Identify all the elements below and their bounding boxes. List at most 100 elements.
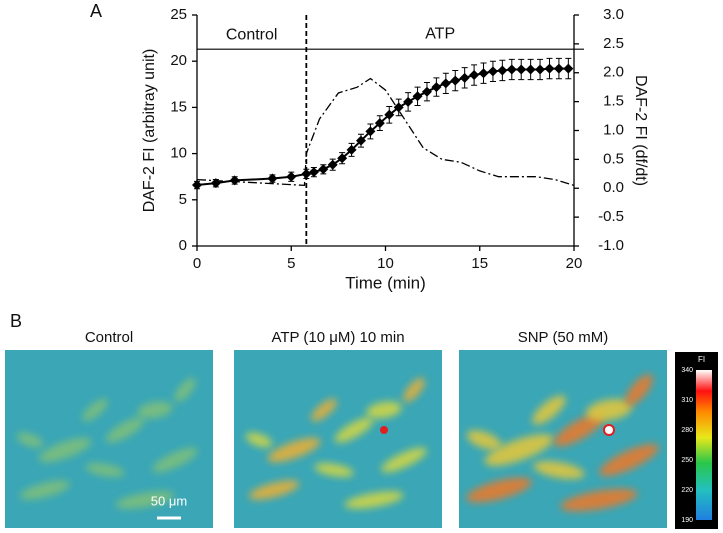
series-line bbox=[196, 67, 569, 187]
data-point bbox=[308, 167, 319, 178]
data-point bbox=[469, 70, 480, 81]
y2-tick-label: 0.5 bbox=[603, 150, 624, 167]
cell bbox=[381, 447, 427, 473]
data-point bbox=[403, 96, 414, 107]
cell bbox=[174, 377, 196, 403]
image-title: ATP (10 μM) 10 min bbox=[271, 329, 404, 346]
cell bbox=[82, 398, 108, 422]
data-point bbox=[337, 153, 348, 164]
x-tick-label: 15 bbox=[471, 255, 488, 272]
colorbar-tick-label: 280 bbox=[681, 427, 693, 434]
data-point bbox=[346, 144, 357, 155]
image-title: SNP (50 mM) bbox=[518, 329, 609, 346]
y2-tick-label: 2.0 bbox=[603, 64, 624, 81]
y-tick-label: 15 bbox=[170, 98, 187, 115]
y2-tick-label: 1.5 bbox=[603, 93, 624, 110]
cell bbox=[466, 430, 502, 450]
cell bbox=[344, 491, 404, 509]
x-tick-label: 5 bbox=[287, 255, 295, 272]
y-axis-label: DAF-2 FI (arbitray unit) bbox=[141, 49, 158, 213]
series-line bbox=[196, 77, 575, 187]
cell bbox=[311, 398, 337, 422]
data-point bbox=[544, 63, 555, 74]
y2-axis-label: DAF-2 FI (df/dt) bbox=[632, 75, 649, 186]
y-tick-label: 10 bbox=[170, 145, 187, 162]
data-point bbox=[450, 75, 461, 86]
data-point bbox=[393, 102, 404, 113]
cell bbox=[152, 447, 198, 473]
scale-bar-label: 50 μm bbox=[151, 493, 187, 508]
data-point bbox=[267, 173, 278, 184]
colorbar bbox=[696, 370, 712, 520]
data-point bbox=[384, 109, 395, 120]
colorbar-tick-label: 340 bbox=[681, 367, 693, 374]
period-label: ATP bbox=[425, 25, 455, 42]
data-point bbox=[535, 64, 546, 75]
data-point bbox=[374, 118, 385, 129]
y2-tick-label: -1.0 bbox=[598, 237, 624, 254]
cell bbox=[19, 480, 71, 500]
data-point bbox=[301, 168, 312, 179]
data-point bbox=[563, 63, 574, 74]
cell bbox=[532, 395, 566, 425]
cell bbox=[334, 417, 374, 443]
hotspot bbox=[603, 424, 615, 436]
y-tick-label: 5 bbox=[179, 191, 187, 208]
x-tick-label: 0 bbox=[193, 255, 201, 272]
data-point bbox=[506, 64, 517, 75]
data-point bbox=[487, 66, 498, 77]
cell bbox=[314, 463, 354, 477]
plot: 0 5 10 15 20 0 5 10 15 20 25 3.0 2.5 2.0 1.5 1.0 0.5 0.0 -… bbox=[141, 6, 649, 293]
colorbar-tick-label: 310 bbox=[681, 397, 693, 404]
cell bbox=[553, 413, 605, 447]
y2-tick-label: 1.0 bbox=[603, 121, 624, 138]
y-tick-label: 20 bbox=[170, 52, 187, 69]
cell bbox=[38, 437, 92, 463]
y-tick-label: 25 bbox=[170, 6, 187, 23]
cell bbox=[599, 443, 659, 477]
colorbar-tick-label: 250 bbox=[681, 457, 693, 464]
data-point bbox=[318, 164, 329, 175]
y2-tick-label: 0.0 bbox=[603, 179, 624, 196]
colorbar-tick-label: 220 bbox=[681, 487, 693, 494]
cell bbox=[248, 480, 300, 500]
cell bbox=[625, 374, 653, 406]
cell bbox=[245, 432, 273, 448]
data-point bbox=[431, 82, 442, 93]
data-point bbox=[365, 126, 376, 137]
cell bbox=[466, 477, 532, 503]
cell bbox=[115, 491, 175, 509]
data-point bbox=[412, 91, 423, 102]
cell bbox=[105, 417, 145, 443]
panel-label: A bbox=[90, 1, 102, 21]
cell bbox=[560, 488, 638, 512]
x-tick-label: 10 bbox=[377, 255, 394, 272]
data-point bbox=[440, 78, 451, 89]
data-point bbox=[229, 175, 240, 186]
data-point bbox=[478, 68, 489, 79]
cell bbox=[484, 434, 554, 466]
cell bbox=[137, 401, 173, 419]
cell bbox=[85, 463, 125, 477]
hotspot bbox=[380, 426, 388, 434]
image-title: Control bbox=[85, 329, 133, 346]
cell bbox=[533, 461, 585, 479]
y2-tick-label: 3.0 bbox=[603, 6, 624, 23]
cell bbox=[403, 377, 425, 403]
image-panel: Control ATP (10 μM) 10 min SNP (50 mM) 50 μ… bbox=[5, 329, 718, 529]
data-point bbox=[286, 171, 297, 182]
x-axis-label: Time (min) bbox=[345, 273, 426, 292]
period-label: Control bbox=[226, 26, 278, 43]
cell bbox=[267, 437, 321, 463]
x-tick-label: 20 bbox=[566, 255, 583, 272]
y2-tick-label: 2.5 bbox=[603, 35, 624, 52]
data-point bbox=[497, 65, 508, 76]
data-point bbox=[525, 64, 536, 75]
data-point bbox=[192, 180, 202, 191]
data-point bbox=[421, 86, 432, 97]
data-point bbox=[553, 63, 564, 74]
data-point bbox=[516, 64, 527, 75]
colorbar-tick-label: 190 bbox=[681, 517, 693, 524]
y2-tick-label: -0.5 bbox=[598, 208, 624, 225]
